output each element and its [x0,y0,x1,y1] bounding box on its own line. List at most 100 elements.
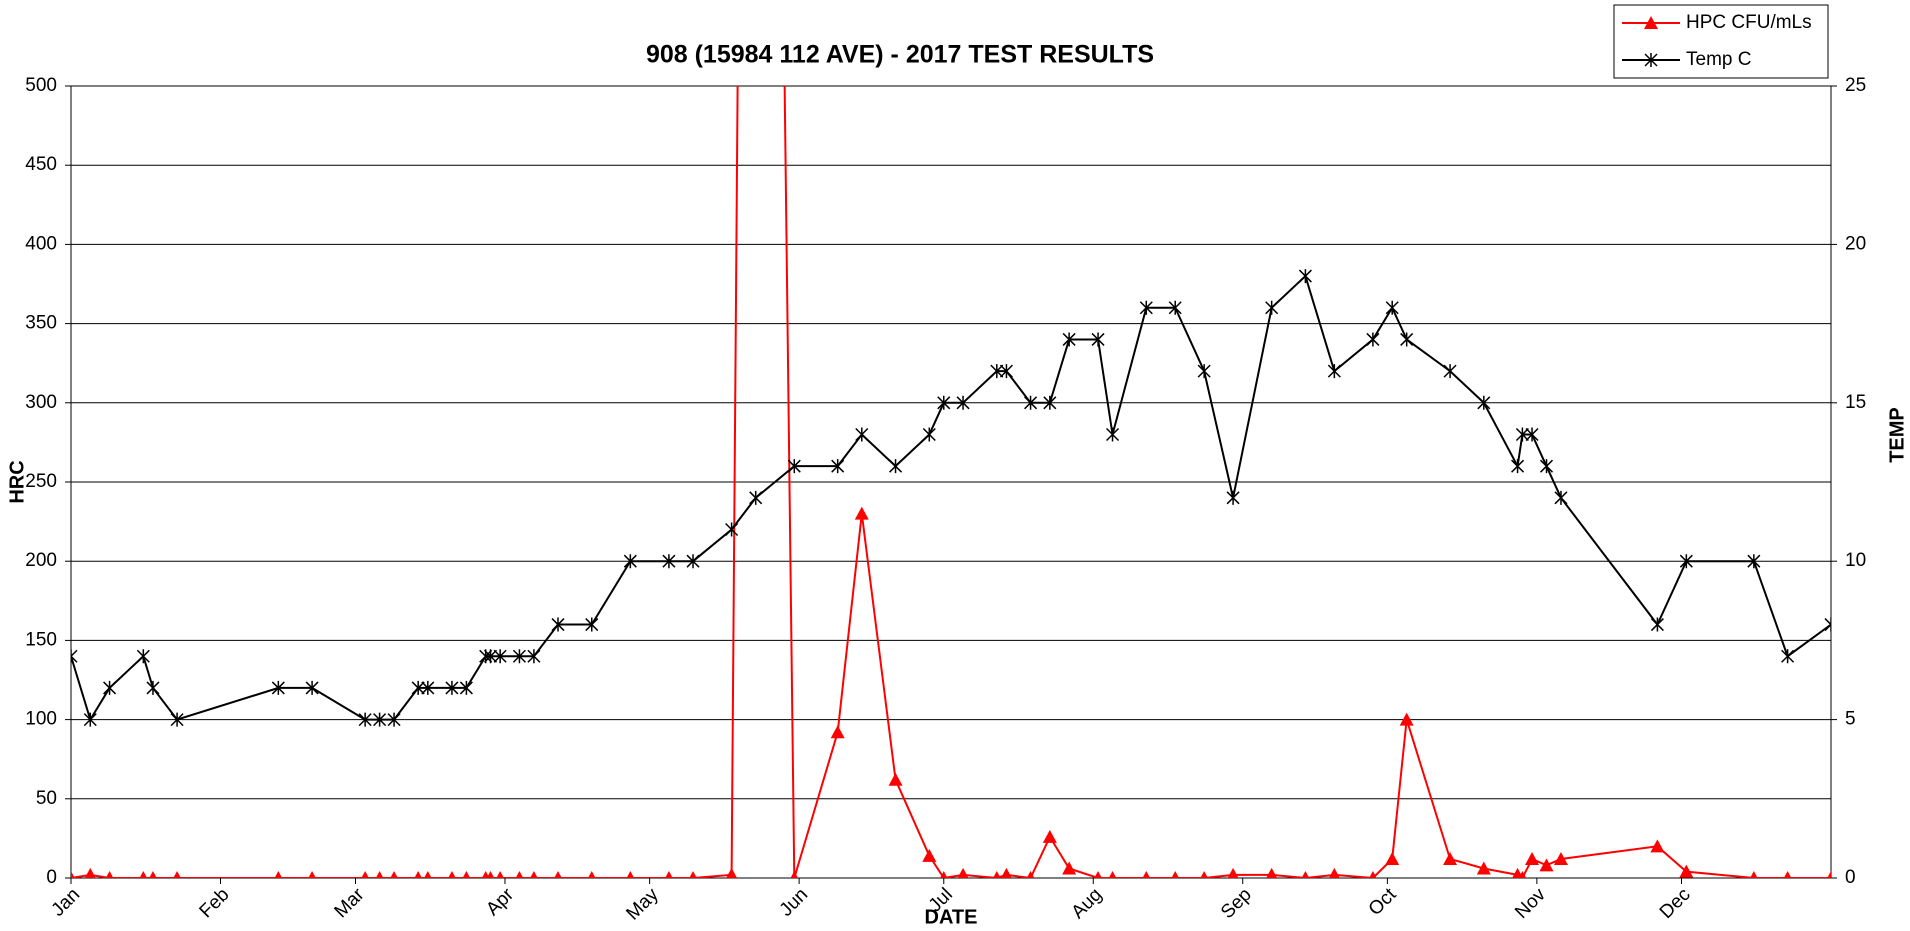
point-marker [486,871,495,878]
point-marker [71,649,78,664]
y2-tick-label: 25 [1845,75,1866,96]
point-marker [1168,300,1182,315]
point-marker [922,848,937,862]
point-marker [1142,871,1151,878]
point-marker [83,712,97,727]
point-marker [462,871,471,878]
point-marker [939,871,948,878]
point-marker [1227,867,1239,878]
point-marker [271,680,285,695]
x-tick-label: Aug [1068,884,1107,923]
point-marker [855,427,869,442]
point-marker [512,649,526,664]
plot-area [71,86,1831,878]
y2-tick-label: 5 [1845,709,1856,730]
x-tick-label: Jun [776,884,813,921]
point-marker [387,712,401,727]
y-tick-label: 0 [46,867,57,888]
y-tick-label: 50 [36,788,57,809]
point-marker [1679,554,1693,569]
point-marker [71,871,75,878]
point-marker [459,680,473,695]
point-marker [1511,459,1525,474]
series-line [71,274,1831,723]
point-marker [787,459,801,474]
x-tick-label: May [622,884,663,925]
point-marker [889,459,903,474]
point-marker [1000,867,1012,878]
x-tick-label: Sep [1217,884,1256,923]
point-marker [424,871,432,878]
x-tick-label: Oct [1365,884,1401,920]
y2-axis-title: TEMP [1886,407,1908,463]
point-marker [445,680,459,695]
y2-tick-label: 15 [1845,392,1866,413]
legend-box [1613,4,1829,79]
point-marker [1094,871,1102,878]
point-marker [1553,851,1568,865]
point-marker [1024,395,1038,410]
point-marker [421,680,435,695]
point-marker [554,871,562,878]
point-marker [1265,300,1279,315]
point-marker [530,871,538,878]
point-marker [1327,364,1341,379]
x-axis-title: DATE [925,906,978,928]
point-marker [1554,490,1568,505]
point-marker [957,867,969,878]
point-marker [103,680,117,695]
legend-marker [1644,53,1658,67]
point-marker [689,871,697,878]
point-marker [662,554,676,569]
point-marker [937,395,951,410]
point-marker [105,871,114,878]
x-tick-label: Mar [331,884,369,922]
point-marker [1298,269,1312,284]
point-marker [1443,851,1458,865]
point-marker [373,712,387,727]
point-marker [1385,851,1400,865]
point-marker [136,649,150,664]
point-marker [1301,871,1310,878]
y-tick-label: 100 [25,709,57,730]
point-marker [139,871,148,878]
point-marker [726,867,738,878]
point-marker [686,554,700,569]
y2-tick-label: 0 [1845,867,1856,888]
legend-marker [1644,16,1658,29]
point-marker [1043,395,1057,410]
point-marker [1108,871,1117,878]
point-marker [411,680,425,695]
point-marker [1650,839,1665,853]
point-marker [1026,871,1035,878]
y-tick-label: 300 [25,392,57,413]
x-tick-label: Jan [48,884,85,921]
point-marker [1518,871,1527,878]
point-marker [375,871,384,878]
point-marker [1781,649,1795,664]
point-marker [448,871,456,878]
point-marker [626,871,635,878]
point-marker [1476,861,1491,875]
y2-tick-label: 10 [1845,550,1866,571]
x-tick-label: Feb [196,884,234,922]
point-marker [1266,867,1278,878]
point-marker [831,459,845,474]
point-marker [361,871,369,878]
point-marker [1105,427,1120,442]
point-marker [956,395,970,410]
point-marker [1197,364,1211,379]
point-marker [1200,871,1208,878]
point-marker [1827,871,1831,878]
point-marker [390,871,398,878]
point-marker [358,712,372,727]
point-marker [585,617,599,632]
x-tick-label: Dec [1656,884,1695,923]
point-marker [146,680,160,695]
point-marker [725,522,739,537]
point-marker [1747,554,1761,569]
y-tick-label: 200 [25,550,57,571]
point-marker [1399,712,1414,726]
point-marker [1139,300,1153,315]
y-tick-label: 400 [25,233,57,254]
